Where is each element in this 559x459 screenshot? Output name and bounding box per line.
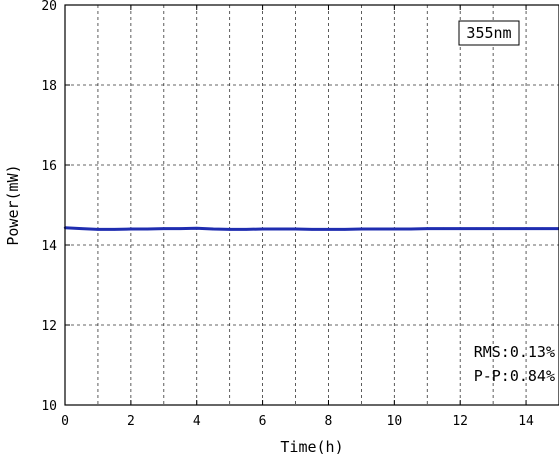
power-data-point xyxy=(376,227,380,231)
plot-frame xyxy=(64,4,559,406)
series-layer xyxy=(63,226,559,231)
x-tick-label: 8 xyxy=(325,414,333,429)
power-data-point xyxy=(96,228,100,231)
power-data-point xyxy=(442,227,445,230)
x-tick-label: 4 xyxy=(193,414,201,429)
power-data-point xyxy=(277,227,281,231)
power-data-point xyxy=(327,228,330,231)
y-axis-title: Power(mW) xyxy=(4,164,22,245)
power-data-point xyxy=(212,227,215,231)
rms-annotation: RMS:0.13% xyxy=(474,343,555,361)
power-data-point xyxy=(244,228,248,231)
peak-to-peak-annotation: P-P:0.84% xyxy=(474,367,555,385)
x-tick-label: 14 xyxy=(518,414,534,429)
power-data-point xyxy=(541,227,544,230)
power-data-point xyxy=(146,227,149,231)
x-tick-label: 0 xyxy=(61,414,69,429)
tick-marks xyxy=(64,4,527,406)
grid-lines xyxy=(65,5,559,405)
y-tick-label: 16 xyxy=(41,159,57,174)
power-data-point xyxy=(261,227,264,231)
power-data-point xyxy=(162,227,165,230)
x-tick-label: 2 xyxy=(127,414,135,429)
y-tick-labels: 10 12 14 16 18 20 xyxy=(41,0,57,414)
y-tick-label: 14 xyxy=(41,239,57,254)
power-data-point xyxy=(129,227,133,231)
y-tick-label: 18 xyxy=(41,79,57,94)
y-tick-label: 20 xyxy=(41,0,57,14)
power-data-point xyxy=(343,228,347,231)
y-tick-label: 10 xyxy=(41,399,57,414)
x-tick-labels: 0 2 4 6 8 10 12 14 xyxy=(61,414,534,429)
power-data-point xyxy=(508,227,511,230)
power-data-point xyxy=(195,227,198,230)
wavelength-label-box: 355nm xyxy=(458,20,520,46)
power-data-point xyxy=(426,227,429,230)
power-data-point xyxy=(310,228,314,231)
power-data-point xyxy=(459,227,462,230)
power-data-point xyxy=(294,227,297,231)
power-data-point xyxy=(113,228,116,231)
power-data-point xyxy=(228,228,231,231)
x-tick-label: 12 xyxy=(452,414,468,429)
power-data-point xyxy=(393,227,396,231)
power-data-point xyxy=(475,227,478,230)
power-data-point xyxy=(524,227,528,230)
wavelength-label: 355nm xyxy=(466,24,511,42)
power-data-point xyxy=(491,227,495,230)
y-tick-label: 12 xyxy=(41,319,57,334)
x-tick-label: 6 xyxy=(259,414,267,429)
power-data-point xyxy=(80,227,83,230)
power-data-point xyxy=(179,227,182,230)
x-tick-label: 10 xyxy=(387,414,403,429)
x-axis-title: Time(h) xyxy=(280,438,343,456)
power-data-point xyxy=(409,227,412,231)
power-data-point xyxy=(360,227,363,231)
